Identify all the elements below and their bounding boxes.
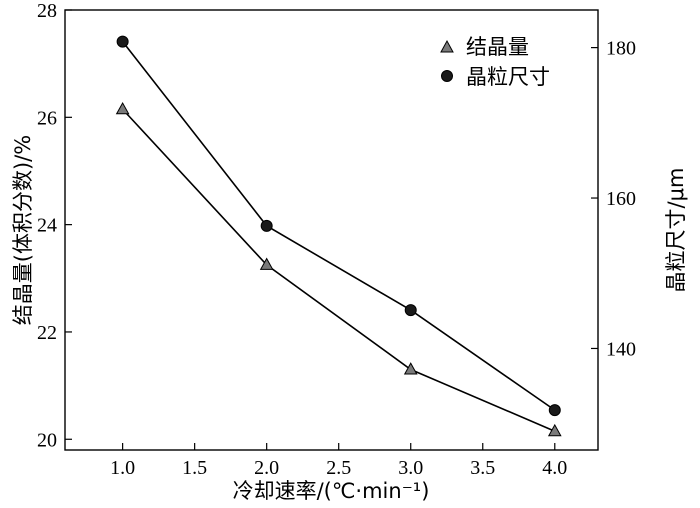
y-left-tick-label-3: 26	[37, 107, 57, 129]
legend-circle-marker	[441, 70, 453, 82]
series-1-point-0	[116, 35, 129, 48]
x-axis-label: 冷却速率/(℃·min⁻¹)	[233, 479, 430, 503]
y-left-tick-label-4: 28	[37, 0, 57, 22]
y-right-tick-label-2: 180	[606, 38, 636, 60]
series-0-point-2	[403, 362, 418, 375]
y-left-tick-label-0: 20	[37, 429, 57, 451]
y-axis-left-label: 结晶量(体积分数)/%	[11, 135, 35, 325]
y-left-tick-label-1: 22	[37, 322, 57, 344]
series-1-point-2	[404, 304, 417, 317]
series-1-point-3	[548, 404, 561, 417]
series-0-point-3	[547, 423, 562, 437]
series-line-0	[122, 108, 556, 432]
series-1-point-1	[260, 219, 273, 232]
legend-label-crystal-amount: 结晶量	[466, 35, 529, 59]
x-tick-label-1: 1.5	[182, 457, 207, 479]
plot-frame	[64, 9, 599, 451]
x-tick-label-2: 2.0	[254, 457, 279, 479]
legend-label-grain-size: 晶粒尺寸	[466, 65, 550, 89]
y-axis-right-label: 晶粒尺寸/μm	[664, 168, 688, 293]
series-0-point-1	[259, 257, 274, 270]
series-line-1	[121, 41, 556, 411]
y-right-tick-label-0: 140	[606, 338, 636, 360]
x-tick-label-0: 1.0	[110, 457, 135, 479]
legend-triangle-marker	[440, 39, 454, 53]
x-tick-label-6: 4.0	[542, 457, 567, 479]
x-tick-label-3: 2.5	[326, 457, 351, 479]
series-0-point-0	[115, 101, 130, 115]
x-tick-label-5: 3.5	[470, 457, 495, 479]
y-right-tick-label-1: 160	[606, 188, 636, 210]
x-tick-label-4: 3.0	[398, 457, 423, 479]
legend: 结晶量 晶粒尺寸	[440, 35, 550, 89]
series-layer	[115, 35, 562, 437]
y-left-tick-label-2: 24	[37, 215, 57, 237]
ticks-layer: 1.0 1.5 2.0 2.5 3.0 3.5 4.0 20 22 24 26 28 140 160 180	[37, 0, 636, 479]
